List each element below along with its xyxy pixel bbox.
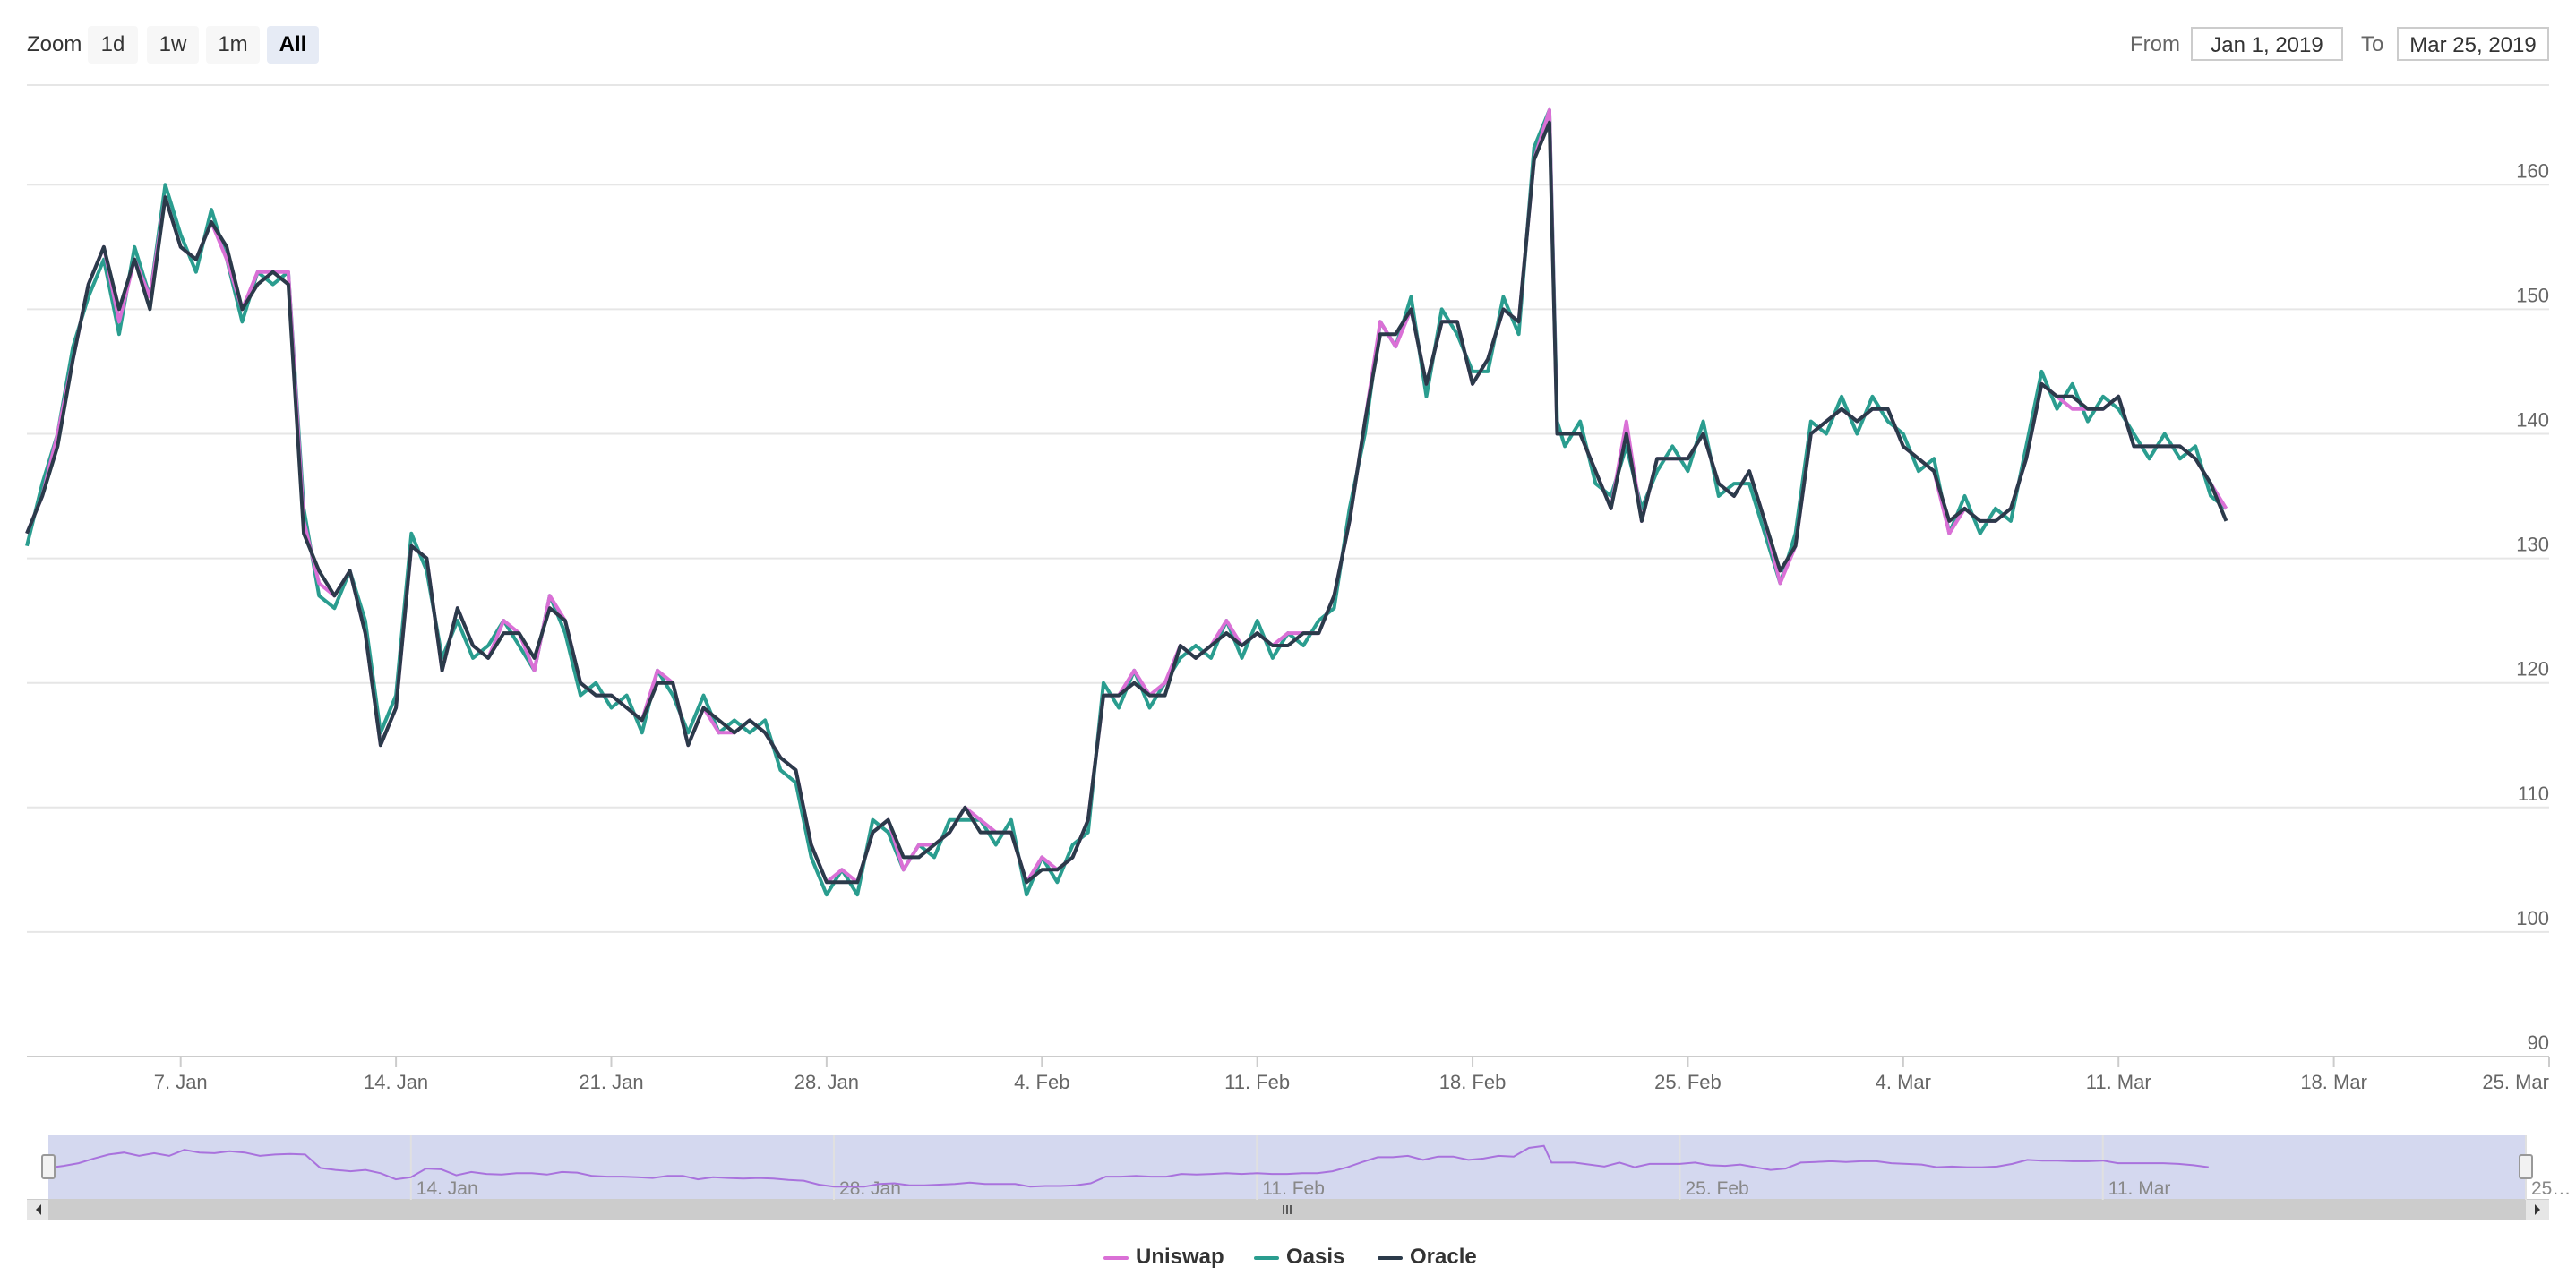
y-tick-label: 150 — [2516, 284, 2549, 306]
x-tick-label: 18. Mar — [2300, 1071, 2367, 1093]
y-tick-label: 130 — [2516, 534, 2549, 556]
navigator-mask — [48, 1135, 2526, 1200]
scroll-left-arrow-icon — [36, 1204, 41, 1215]
x-tick-label: 21. Jan — [579, 1071, 643, 1093]
scroll-right-arrow-icon — [2535, 1204, 2540, 1215]
from-label: From — [2130, 32, 2180, 56]
y-tick-label: 110 — [2518, 783, 2549, 805]
grid — [27, 84, 2549, 1057]
navigator-tick-label: 25. Feb — [1686, 1178, 1749, 1199]
legend-label-oracle: Oracle — [1410, 1245, 1477, 1269]
navigator-left-handle — [41, 1154, 56, 1179]
zoom-label: Zoom — [27, 32, 82, 56]
x-tick-label: 28. Jan — [794, 1071, 859, 1093]
to-label: To — [2361, 32, 2384, 56]
legend-label-uniswap: Uniswap — [1136, 1245, 1224, 1269]
legend: Uniswap Oasis Oracle — [0, 1245, 2576, 1280]
x-tick-label: 7. Jan — [154, 1071, 208, 1093]
series-line-uniswap — [25, 107, 2228, 885]
zoom-1d-button[interactable]: 1d — [88, 26, 138, 64]
to-date-input[interactable]: Mar 25, 2019 — [2397, 27, 2549, 61]
navigator-tick-label: 11. Feb — [1262, 1178, 1325, 1199]
navigator-tick-label: 14. Jan — [416, 1178, 478, 1199]
x-tick-label: 25. Feb — [1654, 1071, 1722, 1093]
from-date-input[interactable]: Jan 1, 2019 — [2191, 27, 2343, 61]
navigator-tick-label: 25… — [2531, 1178, 2571, 1199]
x-tick-label: 4. Feb — [1014, 1071, 1069, 1093]
x-tick-label: 4. Mar — [1876, 1071, 1931, 1093]
zoom-all-button[interactable]: All — [267, 26, 319, 64]
zoom-1m-button[interactable]: 1m — [206, 26, 260, 64]
series-group — [25, 107, 2228, 897]
y-tick-label: 140 — [2516, 408, 2549, 431]
y-tick-label: 100 — [2516, 907, 2549, 929]
legend-swatch-uniswap — [1103, 1255, 1129, 1260]
zoom-1w-button[interactable]: 1w — [147, 26, 199, 64]
range-selector: Zoom 1d 1w 1m All From Jan 1, 2019 To Ma… — [0, 0, 2576, 90]
x-tick-label: 11. Mar — [2086, 1071, 2151, 1093]
series-line-oasis — [25, 107, 2228, 897]
legend-swatch-oracle — [1378, 1255, 1403, 1260]
legend-item-uniswap[interactable]: Uniswap — [1103, 1245, 1224, 1270]
legend-item-oasis[interactable]: Oasis — [1254, 1245, 1344, 1270]
legend-swatch-oasis — [1254, 1255, 1279, 1260]
navigator-tick-label: 28. Jan — [839, 1178, 901, 1199]
y-tick-label: 120 — [2516, 658, 2549, 681]
chart-area: 90 100 110 120 130 140 150 160 7. Jan 14. Jan 21. … — [25, 84, 2571, 1220]
y-tick-label: 160 — [2516, 159, 2549, 182]
navigator[interactable]: 14. Jan 28. Jan 11. Feb 25. Feb 11. Mar 25… — [27, 1135, 2571, 1220]
x-tick-label: 14. Jan — [364, 1071, 428, 1093]
navigator-tick-label: 11. Mar — [2108, 1178, 2171, 1199]
axes: 90 100 110 120 130 140 150 160 7. Jan 14. Jan 21. … — [27, 159, 2550, 1093]
x-tick-label: 18. Feb — [1439, 1071, 1507, 1093]
x-tick-label: 11. Feb — [1224, 1071, 1290, 1093]
navigator-right-handle — [2519, 1154, 2533, 1179]
legend-label-oasis: Oasis — [1286, 1245, 1345, 1269]
x-tick-label: 25. Mar — [2482, 1071, 2549, 1093]
series-line-oracle — [25, 120, 2228, 885]
navigator-series-line — [47, 1144, 2209, 1188]
legend-item-oracle[interactable]: Oracle — [1378, 1245, 1477, 1270]
y-tick-label: 90 — [2528, 1031, 2549, 1054]
